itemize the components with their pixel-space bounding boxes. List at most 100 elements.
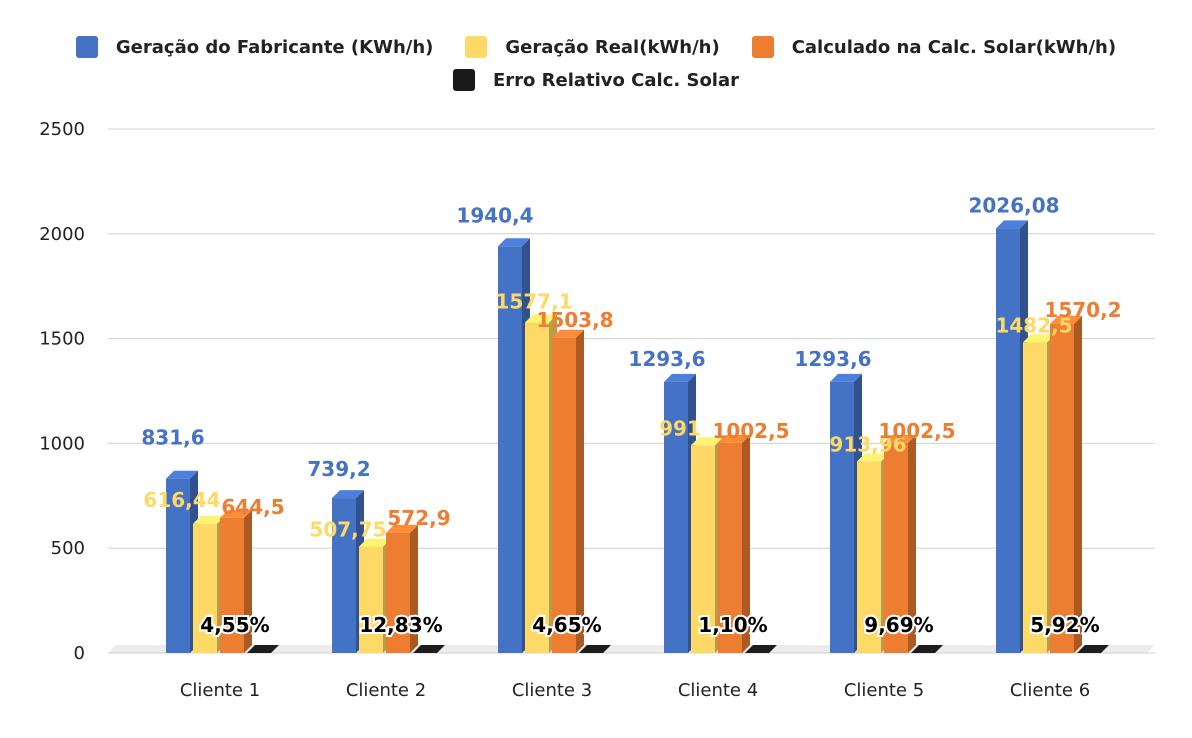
data-label-2: 644,5	[221, 495, 284, 519]
x-tick-label: Cliente 5	[844, 680, 924, 701]
bar-front	[359, 546, 383, 653]
bar-top	[745, 645, 777, 653]
x-tick-label: Cliente 6	[1010, 680, 1090, 701]
bar-front	[386, 532, 410, 653]
bar-top	[247, 645, 279, 653]
legend-item-erro: Erro Relativo Calc. Solar	[452, 69, 740, 91]
bar-front	[525, 322, 549, 653]
y-tick-label: 500	[51, 538, 85, 559]
legend-row-2: Erro Relativo Calc. Solar	[0, 69, 1192, 91]
bar-side	[742, 434, 750, 653]
data-label-2: 1503,8	[536, 308, 613, 332]
bar-side	[576, 329, 584, 653]
legend-item-real: Geração Real(kWh/h)	[465, 36, 720, 58]
bar-side	[908, 434, 916, 653]
legend-item-calculado: Calculado na Calc. Solar(kWh/h)	[751, 36, 1117, 58]
data-label-2: 572,9	[387, 506, 450, 530]
x-tick-label: Cliente 3	[512, 680, 592, 701]
bar-front	[996, 228, 1020, 654]
legend-label-real: Geração Real(kWh/h)	[505, 36, 720, 58]
data-label-0: 1293,6	[794, 347, 871, 371]
data-label-erro: 9,69%	[864, 613, 933, 637]
legend-label-calculado: Calculado na Calc. Solar(kWh/h)	[791, 36, 1117, 58]
bar-front	[830, 381, 854, 653]
y-tick-label: 1000	[39, 433, 85, 454]
bar-front	[193, 523, 217, 653]
bar-top	[525, 314, 557, 323]
bar-front	[664, 381, 688, 653]
bar-front	[718, 442, 742, 653]
bar-top	[664, 373, 696, 382]
bar-top	[359, 538, 391, 547]
x-tick-label: Cliente 4	[678, 680, 758, 701]
bar-top	[830, 373, 862, 382]
bar-top	[552, 329, 584, 338]
bar-front	[498, 246, 522, 653]
data-label-1: 1577,1	[495, 289, 572, 313]
data-label-0: 2026,08	[968, 193, 1059, 217]
legend-swatch-calculado	[751, 36, 774, 58]
data-label-2: 1002,5	[712, 419, 789, 443]
legend-label-fabricante: Geração do Fabricante (KWh/h)	[115, 36, 434, 58]
y-tick-label: 0	[74, 643, 85, 664]
data-label-erro: 5,92%	[1030, 613, 1099, 637]
bar-top	[1077, 645, 1109, 653]
data-label-1: 991	[659, 416, 701, 440]
legend-item-fabricante: Geração do Fabricante (KWh/h)	[75, 36, 434, 58]
bar-top	[691, 437, 723, 446]
legend-swatch-fabricante	[75, 36, 98, 58]
bar-top	[718, 434, 750, 443]
data-label-0: 831,6	[141, 426, 204, 450]
bar-top	[857, 453, 889, 462]
data-label-0: 739,2	[307, 457, 370, 481]
y-tick-label: 1500	[39, 329, 85, 350]
bar-side	[244, 509, 252, 653]
bar-side	[1074, 315, 1082, 653]
bar-front	[691, 445, 715, 653]
bar-side	[410, 524, 418, 653]
bar-front	[884, 442, 908, 653]
x-tick-label: Cliente 2	[346, 680, 426, 701]
data-label-1: 913,96	[829, 432, 906, 456]
data-label-2: 1570,2	[1044, 298, 1121, 322]
bar-front	[552, 337, 576, 653]
legend-swatch-erro	[452, 69, 475, 91]
bar-front	[1050, 323, 1074, 653]
bar-top	[193, 515, 225, 524]
bar-front	[1023, 342, 1047, 653]
bar-top	[579, 645, 611, 653]
bar-top	[884, 434, 916, 443]
bar-top	[166, 470, 198, 479]
bar-top	[1023, 334, 1055, 343]
data-label-erro: 1,10%	[698, 613, 767, 637]
data-label-erro: 12,83%	[359, 613, 442, 637]
bar-front	[332, 498, 356, 653]
bar-top	[498, 238, 530, 247]
bar-front	[220, 517, 244, 653]
data-label-0: 1293,6	[628, 347, 705, 371]
bar-top	[220, 509, 252, 518]
y-tick-label: 2500	[39, 119, 85, 140]
bar-top	[413, 645, 445, 653]
bar-top	[386, 524, 418, 533]
data-label-1: 616,44	[143, 488, 220, 512]
bar-top	[1050, 315, 1082, 324]
data-label-1: 507,75	[309, 518, 386, 542]
bar-top	[332, 490, 364, 499]
bar-front	[857, 461, 881, 653]
legend-swatch-real	[465, 36, 488, 58]
data-label-erro: 4,65%	[532, 613, 601, 637]
data-label-erro: 4,55%	[200, 613, 269, 637]
y-tick-label: 2000	[39, 224, 85, 245]
data-label-1: 1482,5	[995, 313, 1072, 337]
bar-top	[996, 220, 1028, 229]
bar-front	[166, 478, 190, 653]
legend-label-erro: Erro Relativo Calc. Solar	[492, 69, 740, 91]
x-tick-label: Cliente 1	[180, 680, 260, 701]
data-label-0: 1940,4	[456, 203, 533, 227]
bar-top	[911, 645, 943, 653]
data-label-2: 1002,5	[878, 419, 955, 443]
legend-row-1: Geração do Fabricante (KWh/h) Geração Re…	[0, 36, 1192, 58]
